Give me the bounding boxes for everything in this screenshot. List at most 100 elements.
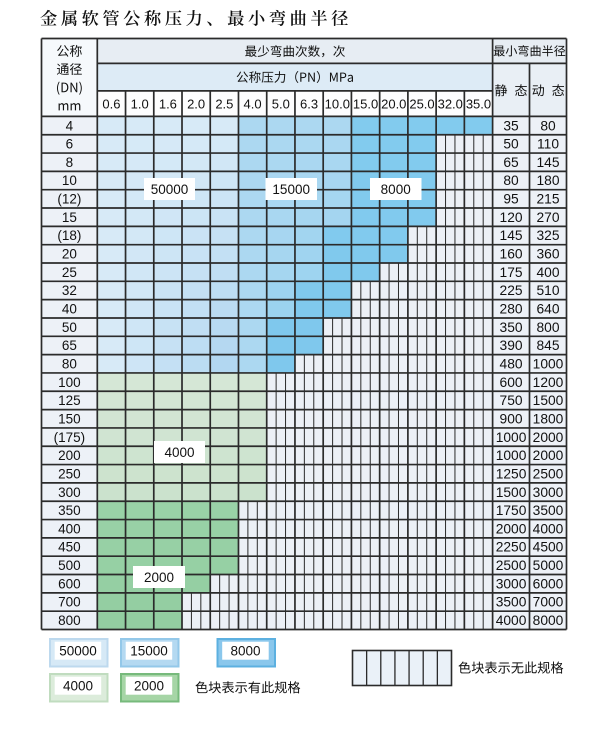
- svg-text:1200: 1200: [533, 375, 564, 390]
- svg-text:35.0: 35.0: [466, 97, 491, 112]
- svg-text:7000: 7000: [533, 595, 564, 610]
- svg-text:2.0: 2.0: [187, 97, 205, 112]
- svg-text:35: 35: [503, 118, 519, 133]
- svg-text:15000: 15000: [272, 182, 310, 197]
- svg-text:390: 390: [500, 338, 523, 353]
- svg-text:1000: 1000: [496, 430, 527, 445]
- svg-text:145: 145: [536, 155, 559, 170]
- svg-text:600: 600: [500, 375, 523, 390]
- svg-text:4000: 4000: [533, 521, 564, 536]
- svg-text:200: 200: [58, 448, 81, 463]
- svg-text:15: 15: [62, 210, 77, 225]
- svg-text:15000: 15000: [130, 643, 168, 658]
- svg-text:0.6: 0.6: [102, 97, 120, 112]
- svg-text:50: 50: [62, 320, 77, 335]
- svg-text:(18): (18): [57, 228, 81, 243]
- svg-text:2000: 2000: [533, 430, 564, 445]
- svg-text:300: 300: [58, 485, 81, 500]
- svg-text:350: 350: [500, 320, 523, 335]
- svg-text:1000: 1000: [496, 448, 527, 463]
- svg-text:5.0: 5.0: [272, 97, 290, 112]
- svg-text:3500: 3500: [496, 595, 527, 610]
- svg-text:8000: 8000: [381, 182, 411, 197]
- svg-text:510: 510: [536, 283, 559, 298]
- svg-text:(12): (12): [57, 192, 81, 207]
- svg-text:50000: 50000: [59, 643, 97, 658]
- svg-text:4000: 4000: [164, 445, 194, 460]
- svg-text:145: 145: [500, 228, 523, 243]
- svg-text:2500: 2500: [533, 466, 564, 481]
- svg-text:1750: 1750: [496, 503, 527, 518]
- svg-text:40: 40: [62, 302, 77, 317]
- svg-text:32.0: 32.0: [438, 97, 463, 112]
- svg-text:4: 4: [66, 118, 74, 133]
- svg-text:25: 25: [62, 265, 77, 280]
- svg-text:1.0: 1.0: [131, 97, 149, 112]
- svg-text:225: 225: [500, 283, 523, 298]
- svg-text:65: 65: [62, 338, 77, 353]
- svg-text:1.6: 1.6: [159, 97, 177, 112]
- svg-text:95: 95: [503, 192, 519, 207]
- svg-text:500: 500: [58, 558, 81, 573]
- svg-text:2000: 2000: [496, 521, 527, 536]
- svg-text:8: 8: [66, 155, 74, 170]
- svg-text:800: 800: [536, 320, 559, 335]
- svg-text:8000: 8000: [533, 613, 564, 628]
- svg-text:2500: 2500: [496, 558, 527, 573]
- svg-text:6000: 6000: [533, 576, 564, 591]
- svg-text:400: 400: [536, 265, 559, 280]
- svg-text:600: 600: [58, 576, 81, 591]
- svg-text:400: 400: [58, 521, 81, 536]
- svg-text:(175): (175): [54, 430, 86, 445]
- svg-text:450: 450: [58, 540, 81, 555]
- svg-text:10.0: 10.0: [325, 97, 350, 112]
- svg-text:80: 80: [503, 173, 519, 188]
- svg-text:2000: 2000: [144, 570, 174, 585]
- svg-text:325: 325: [536, 228, 559, 243]
- svg-text:900: 900: [500, 411, 523, 426]
- svg-text:350: 350: [58, 503, 81, 518]
- svg-text:8000: 8000: [230, 643, 260, 658]
- svg-text:2000: 2000: [134, 678, 164, 693]
- svg-text:100: 100: [58, 375, 81, 390]
- svg-text:845: 845: [536, 338, 559, 353]
- svg-text:700: 700: [58, 595, 81, 610]
- svg-text:270: 270: [536, 210, 559, 225]
- svg-text:280: 280: [500, 302, 523, 317]
- svg-text:750: 750: [500, 393, 523, 408]
- svg-text:3000: 3000: [496, 576, 527, 591]
- svg-text:120: 120: [500, 210, 523, 225]
- svg-text:215: 215: [536, 192, 559, 207]
- svg-text:6.3: 6.3: [300, 97, 318, 112]
- svg-text:1250: 1250: [496, 466, 527, 481]
- svg-text:2250: 2250: [496, 540, 527, 555]
- svg-text:180: 180: [536, 173, 559, 188]
- svg-text:10: 10: [62, 173, 77, 188]
- svg-text:800: 800: [58, 613, 81, 628]
- svg-text:1000: 1000: [533, 356, 564, 371]
- svg-text:32: 32: [62, 283, 77, 298]
- svg-text:50000: 50000: [151, 182, 189, 197]
- svg-text:80: 80: [62, 356, 77, 371]
- svg-text:4500: 4500: [533, 540, 564, 555]
- svg-text:6: 6: [66, 137, 74, 152]
- svg-text:360: 360: [536, 247, 559, 262]
- svg-text:25.0: 25.0: [409, 97, 434, 112]
- svg-text:80: 80: [540, 118, 556, 133]
- svg-text:175: 175: [500, 265, 523, 280]
- svg-text:20.0: 20.0: [381, 97, 406, 112]
- svg-text:4.0: 4.0: [244, 97, 262, 112]
- svg-text:160: 160: [500, 247, 523, 262]
- svg-text:4000: 4000: [63, 678, 93, 693]
- svg-text:2000: 2000: [533, 448, 564, 463]
- svg-text:640: 640: [536, 302, 559, 317]
- svg-text:150: 150: [58, 411, 81, 426]
- svg-text:1800: 1800: [533, 411, 564, 426]
- svg-text:5000: 5000: [533, 558, 564, 573]
- svg-text:15.0: 15.0: [353, 97, 378, 112]
- svg-text:110: 110: [537, 137, 559, 152]
- svg-text:480: 480: [500, 356, 523, 371]
- svg-text:65: 65: [503, 155, 519, 170]
- svg-text:250: 250: [58, 466, 81, 481]
- svg-text:4000: 4000: [496, 613, 527, 628]
